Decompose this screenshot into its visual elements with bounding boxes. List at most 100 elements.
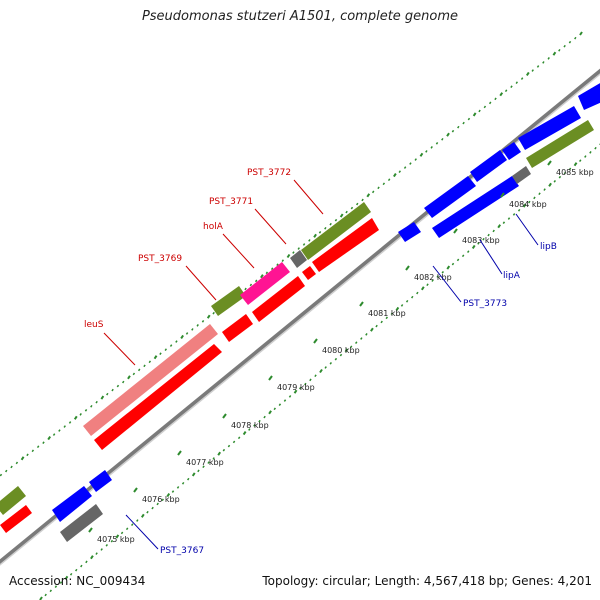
reverse-cds-d[interactable]	[424, 176, 476, 218]
feature-pst3767-category[interactable]	[60, 504, 103, 542]
gc-dot-inner	[573, 162, 578, 167]
gene-label-leader	[125, 514, 159, 550]
scale-tick-label: 4076 kbp	[142, 495, 180, 504]
gc-dot-outer	[483, 105, 487, 109]
gc-dot-inner	[594, 146, 597, 150]
gc-dot-inner	[263, 415, 266, 419]
gc-dot-inner	[202, 465, 205, 469]
gc-dot-inner	[344, 348, 349, 353]
gc-dot-outer	[382, 182, 386, 186]
gene-label-forward[interactable]: leuS	[84, 320, 104, 330]
gc-dot-outer	[212, 311, 215, 315]
gc-dot-inner	[207, 461, 210, 464]
gc-dot-inner	[492, 229, 495, 233]
feature-olive-right[interactable]	[526, 120, 594, 168]
gc-dot-inner	[589, 151, 592, 154]
scale-tick-label: 4081 kbp	[368, 309, 406, 318]
gc-dot-inner	[100, 548, 103, 551]
scale-tick	[313, 338, 318, 344]
reverse-cds-b[interactable]	[89, 470, 112, 492]
gc-dot-inner	[380, 320, 383, 324]
gc-dot-inner	[304, 382, 307, 386]
gc-dot-outer	[324, 226, 327, 230]
feature-lipb-category[interactable]	[512, 166, 531, 184]
forward-cds-pst3769[interactable]	[222, 314, 253, 342]
gc-dot-inner	[227, 444, 231, 448]
forward-cds-hola[interactable]	[252, 276, 305, 322]
gc-dot-outer	[244, 287, 247, 291]
scale-tick-label: 4085 kbp	[556, 168, 594, 177]
gc-dot-inner	[360, 337, 363, 340]
feature-hola-category[interactable]	[240, 262, 290, 305]
gc-dot-outer	[206, 314, 211, 319]
forward-cds-far-left[interactable]	[0, 505, 32, 533]
forward-cds-leus[interactable]	[94, 344, 222, 450]
gc-dot-outer	[68, 421, 72, 424]
gc-dot-outer	[547, 57, 550, 60]
gene-label-reverse[interactable]: lipB	[540, 242, 557, 252]
gc-dot-outer	[318, 231, 322, 234]
forward-cds-pst3771[interactable]	[302, 266, 316, 280]
gc-dot-inner	[461, 254, 465, 258]
gene-label-forward[interactable]: PST_3771	[209, 197, 253, 207]
gc-dot-inner	[242, 430, 247, 436]
gc-dot-outer	[164, 348, 168, 351]
reverse-cds-c[interactable]	[398, 222, 421, 242]
gc-dot-outer	[20, 456, 25, 461]
reverse-cds-g[interactable]	[518, 106, 581, 150]
gc-dot-outer	[574, 36, 577, 40]
gc-dot-inner	[446, 265, 451, 270]
gc-dot-inner	[80, 564, 83, 568]
feature-pst3772-category[interactable]	[301, 202, 371, 260]
gc-dot-outer	[334, 218, 338, 222]
gc-dot-inner	[166, 493, 171, 498]
gc-dot-outer	[286, 253, 291, 259]
gene-label-reverse[interactable]: lipA	[503, 271, 521, 281]
gc-dot-inner	[355, 341, 358, 344]
gc-dot-outer	[371, 190, 375, 194]
accession-text: Accession: NC_009434	[9, 574, 146, 588]
gc-dot-inner	[95, 552, 98, 555]
gene-label-forward[interactable]: PST_3769	[138, 254, 182, 264]
scale-tick-label: 4077 kbp	[186, 458, 224, 467]
gc-dot-outer	[15, 461, 19, 465]
gc-dot-outer	[515, 81, 519, 84]
gc-dot-outer	[111, 388, 114, 392]
gc-dot-inner	[411, 295, 414, 299]
reverse-cds-h[interactable]	[578, 82, 600, 110]
gc-dot-outer	[377, 186, 380, 190]
gc-dot-inner	[253, 424, 256, 427]
gene-label-forward[interactable]: holA	[203, 222, 224, 232]
gc-dot-inner	[426, 283, 429, 287]
gc-dot-outer	[58, 429, 61, 432]
reverse-cds-f[interactable]	[502, 142, 521, 160]
feature-pst3771-category[interactable]	[290, 250, 307, 268]
gc-dot-outer	[531, 69, 534, 72]
gc-dot-outer	[419, 152, 424, 157]
gc-dot-outer	[525, 71, 530, 77]
gc-dot-outer	[5, 469, 8, 473]
gc-dot-inner	[222, 448, 226, 452]
gc-dot-outer	[122, 380, 125, 384]
gc-dot-inner	[579, 159, 582, 162]
gc-dot-inner	[176, 486, 180, 489]
gc-dot-inner	[319, 368, 323, 374]
gene-label-forward[interactable]: PST_3772	[247, 168, 291, 178]
gc-dot-outer	[26, 453, 29, 457]
feature-pst3769-category[interactable]	[211, 286, 246, 316]
gc-dot-outer	[339, 213, 344, 218]
genome-summary-text: Topology: circular; Length: 4,567,418 bp…	[262, 574, 592, 588]
reverse-cds-lipa[interactable]	[432, 176, 519, 238]
gc-dot-inner	[558, 175, 562, 179]
feature-olive-far-left[interactable]	[0, 486, 26, 515]
gc-skew-dots	[0, 31, 600, 600]
reverse-cds-a[interactable]	[52, 486, 92, 522]
reverse-cds-e[interactable]	[470, 150, 507, 182]
scale-tick	[88, 527, 93, 533]
gc-dot-outer	[260, 274, 264, 279]
gene-label-reverse[interactable]: PST_3773	[463, 299, 507, 309]
gene-label-reverse[interactable]: PST_3767	[160, 546, 204, 556]
forward-cds-pst3772[interactable]	[312, 218, 379, 272]
gc-dot-outer	[201, 320, 205, 323]
feature-leus-category[interactable]	[83, 324, 218, 436]
